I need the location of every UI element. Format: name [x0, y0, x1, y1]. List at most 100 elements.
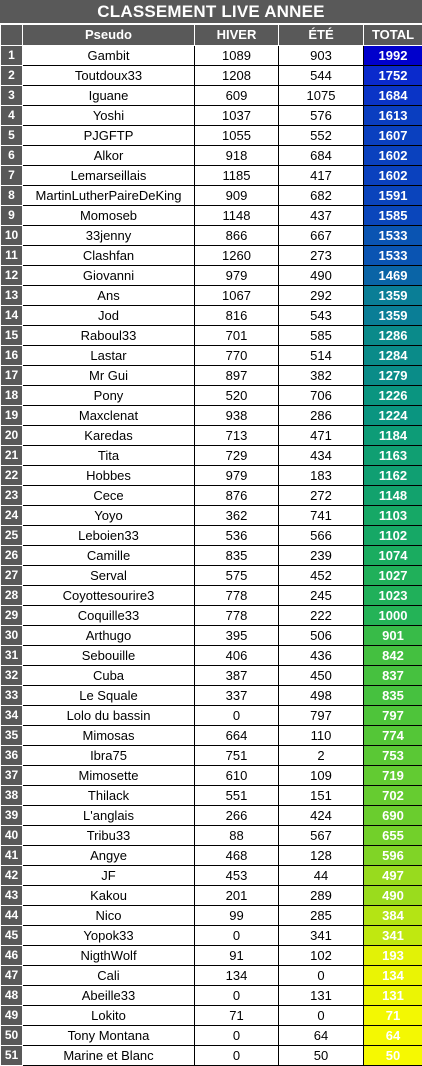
- hiver-cell: 1037: [195, 106, 279, 126]
- total-cell: 1684: [364, 86, 422, 106]
- ete-cell: 903: [279, 46, 364, 66]
- hiver-cell: 938: [195, 406, 279, 426]
- rank-cell: 32: [1, 666, 23, 686]
- ete-cell: 498: [279, 686, 364, 706]
- rank-cell: 21: [1, 446, 23, 466]
- total-cell: 1359: [364, 306, 422, 326]
- pseudo-cell: Sebouille: [23, 646, 195, 666]
- pseudo-cell: Cece: [23, 486, 195, 506]
- pseudo-cell: PJGFTP: [23, 126, 195, 146]
- ete-cell: 110: [279, 726, 364, 746]
- rank-cell: 43: [1, 886, 23, 906]
- pseudo-cell: Yopok33: [23, 926, 195, 946]
- total-cell: 1074: [364, 546, 422, 566]
- pseudo-cell: Iguane: [23, 86, 195, 106]
- hiver-cell: 918: [195, 146, 279, 166]
- pseudo-cell: Camille: [23, 546, 195, 566]
- hiver-cell: 0: [195, 986, 279, 1006]
- header-total: TOTAL: [364, 25, 422, 46]
- total-cell: 490: [364, 886, 422, 906]
- total-cell: 1023: [364, 586, 422, 606]
- rank-cell: 44: [1, 906, 23, 926]
- pseudo-cell: Lokito: [23, 1006, 195, 1026]
- hiver-cell: 536: [195, 526, 279, 546]
- header-ete: ÉTÉ: [279, 25, 364, 46]
- rank-cell: 16: [1, 346, 23, 366]
- rank-cell: 42: [1, 866, 23, 886]
- total-cell: 64: [364, 1026, 422, 1046]
- ete-cell: 566: [279, 526, 364, 546]
- rank-cell: 10: [1, 226, 23, 246]
- rank-cell: 17: [1, 366, 23, 386]
- ete-cell: 273: [279, 246, 364, 266]
- pseudo-cell: Pony: [23, 386, 195, 406]
- hiver-cell: 71: [195, 1006, 279, 1026]
- header-rank: [1, 25, 23, 46]
- hiver-cell: 468: [195, 846, 279, 866]
- hiver-cell: 835: [195, 546, 279, 566]
- pseudo-cell: Arthugo: [23, 626, 195, 646]
- ete-cell: 490: [279, 266, 364, 286]
- hiver-cell: 453: [195, 866, 279, 886]
- hiver-cell: 897: [195, 366, 279, 386]
- pseudo-cell: Ibra75: [23, 746, 195, 766]
- rank-cell: 30: [1, 626, 23, 646]
- pseudo-cell: Karedas: [23, 426, 195, 446]
- rank-cell: 39: [1, 806, 23, 826]
- total-cell: 835: [364, 686, 422, 706]
- hiver-cell: 520: [195, 386, 279, 406]
- ete-cell: 544: [279, 66, 364, 86]
- ete-cell: 741: [279, 506, 364, 526]
- total-cell: 690: [364, 806, 422, 826]
- pseudo-cell: Alkor: [23, 146, 195, 166]
- total-cell: 1103: [364, 506, 422, 526]
- hiver-cell: 0: [195, 1026, 279, 1046]
- ete-cell: 2: [279, 746, 364, 766]
- ete-cell: 417: [279, 166, 364, 186]
- rank-cell: 24: [1, 506, 23, 526]
- total-cell: 1102: [364, 526, 422, 546]
- page-title: CLASSEMENT LIVE ANNEE: [0, 0, 422, 24]
- hiver-cell: 88: [195, 826, 279, 846]
- rank-cell: 18: [1, 386, 23, 406]
- hiver-cell: 1148: [195, 206, 279, 226]
- hiver-cell: 609: [195, 86, 279, 106]
- hiver-cell: 201: [195, 886, 279, 906]
- pseudo-cell: Kakou: [23, 886, 195, 906]
- pseudo-cell: Abeille33: [23, 986, 195, 1006]
- hiver-cell: 664: [195, 726, 279, 746]
- pseudo-cell: Nico: [23, 906, 195, 926]
- ete-cell: 514: [279, 346, 364, 366]
- hiver-cell: 876: [195, 486, 279, 506]
- ete-cell: 292: [279, 286, 364, 306]
- rank-cell: 23: [1, 486, 23, 506]
- total-cell: 1613: [364, 106, 422, 126]
- hiver-cell: 1055: [195, 126, 279, 146]
- ete-cell: 450: [279, 666, 364, 686]
- ete-cell: 50: [279, 1046, 364, 1066]
- rank-cell: 35: [1, 726, 23, 746]
- pseudo-cell: Coquille33: [23, 606, 195, 626]
- hiver-cell: 1208: [195, 66, 279, 86]
- ete-cell: 682: [279, 186, 364, 206]
- ete-cell: 576: [279, 106, 364, 126]
- total-cell: 1184: [364, 426, 422, 446]
- ete-cell: 382: [279, 366, 364, 386]
- hiver-cell: 266: [195, 806, 279, 826]
- hiver-cell: 778: [195, 586, 279, 606]
- pseudo-cell: Tita: [23, 446, 195, 466]
- rank-cell: 34: [1, 706, 23, 726]
